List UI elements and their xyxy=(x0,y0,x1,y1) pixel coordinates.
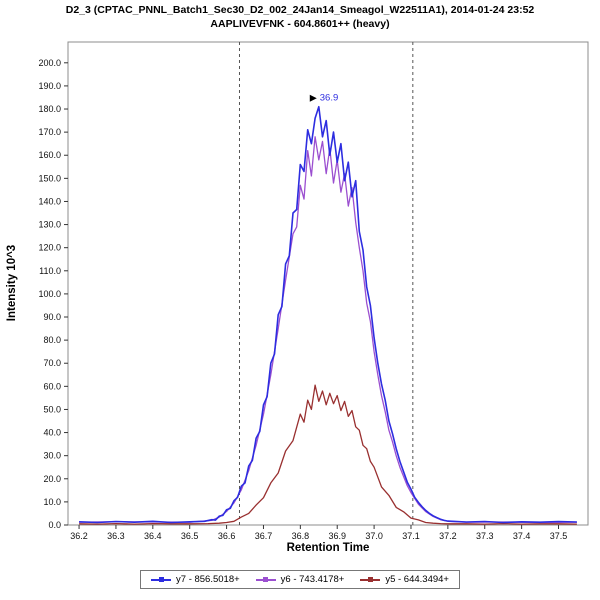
y-tick-label: 70.0 xyxy=(43,358,61,368)
legend-label: y5 - 644.3494+ xyxy=(385,574,449,585)
y-tick-label: 0.0 xyxy=(48,520,61,530)
legend-line-icon xyxy=(360,575,381,584)
y-tick-label: 170.0 xyxy=(38,127,61,137)
plot-area-border xyxy=(67,41,589,526)
y-tick-label: 50.0 xyxy=(43,404,61,414)
x-tick-label: 36.4 xyxy=(144,531,162,541)
y-tick-label: 20.0 xyxy=(43,474,61,484)
y-tick-label: 130.0 xyxy=(38,220,61,230)
legend-line-icon xyxy=(151,575,172,584)
y-tick-label: 150.0 xyxy=(38,173,61,183)
x-tick-label: 36.8 xyxy=(292,531,310,541)
legend-label: y7 - 856.5018+ xyxy=(176,574,240,585)
legend-item-y6: y6 - 743.4178+ xyxy=(255,574,345,585)
y-tick-label: 90.0 xyxy=(43,312,61,322)
legend-item-y5: y5 - 644.3494+ xyxy=(360,574,449,585)
series-lines xyxy=(79,105,577,525)
x-tick-label: 36.6 xyxy=(218,531,236,541)
y-tick-label: 200.0 xyxy=(38,58,61,68)
x-tick-label: 37.1 xyxy=(402,531,420,541)
y-tick-label: 160.0 xyxy=(38,150,61,160)
y-tick-label: 80.0 xyxy=(43,335,61,345)
chart-title-line1: D2_3 (CPTAC_PNNL_Batch1_Sec30_D2_002_24J… xyxy=(65,4,535,16)
y-tick-label: 190.0 xyxy=(38,81,61,91)
y-tick-label: 140.0 xyxy=(38,196,61,206)
x-tick-label: 36.2 xyxy=(70,531,88,541)
y-tick-label: 60.0 xyxy=(43,381,61,391)
y-tick-label: 40.0 xyxy=(43,428,61,438)
legend-box: y7 - 856.5018+ y6 - 743.4178+ y5 - 644.349… xyxy=(140,570,460,589)
x-tick-label: 37.2 xyxy=(439,531,457,541)
peak-annotation: 36.9 xyxy=(309,93,339,104)
y-tick-label: 10.0 xyxy=(43,497,61,507)
x-tick-label: 37.4 xyxy=(513,531,531,541)
legend-line-icon xyxy=(255,575,276,584)
x-tick-label: 36.7 xyxy=(255,531,273,541)
series-line-y6 xyxy=(79,136,577,524)
chart-title: D2_3 (CPTAC_PNNL_Batch1_Sec30_D2_002_24J… xyxy=(0,3,600,31)
peak-apex-marker-icon xyxy=(309,94,317,102)
x-axis-label: Retention Time xyxy=(287,542,370,554)
x-tick-label: 37.3 xyxy=(476,531,494,541)
x-tick-label: 37.0 xyxy=(365,531,383,541)
y-tick-label: 180.0 xyxy=(38,104,61,114)
x-tick-label: 36.3 xyxy=(107,531,125,541)
legend-item-y7: y7 - 856.5018+ xyxy=(151,574,240,585)
integration-boundaries xyxy=(238,42,414,525)
series-line-y5 xyxy=(79,384,577,525)
y-tick-label: 30.0 xyxy=(43,451,61,461)
axis-ticks: 36.2 36.3 36.4 36.5 36.6 36.7 36.8 36.9 37.0 37.1… xyxy=(38,58,567,541)
y-axis-label: Intensity 10^3 xyxy=(6,245,18,321)
x-tick-label: 36.5 xyxy=(181,531,199,541)
y-tick-label: 100.0 xyxy=(38,289,61,299)
y-tick-label: 110.0 xyxy=(39,266,61,276)
y-tick-label: 120.0 xyxy=(38,243,61,253)
x-tick-label: 37.5 xyxy=(550,531,568,541)
chart-legend: y7 - 856.5018+ y6 - 743.4178+ y5 - 644.349… xyxy=(0,570,600,589)
legend-label: y6 - 743.4178+ xyxy=(280,574,345,585)
series-line-y7 xyxy=(79,105,577,524)
peak-annotation-label: 36.9 xyxy=(320,93,339,104)
chart-title-line2: AAPLIVEVFNK - 604.8601++ (heavy) xyxy=(210,18,390,30)
x-tick-label: 36.9 xyxy=(328,531,346,541)
